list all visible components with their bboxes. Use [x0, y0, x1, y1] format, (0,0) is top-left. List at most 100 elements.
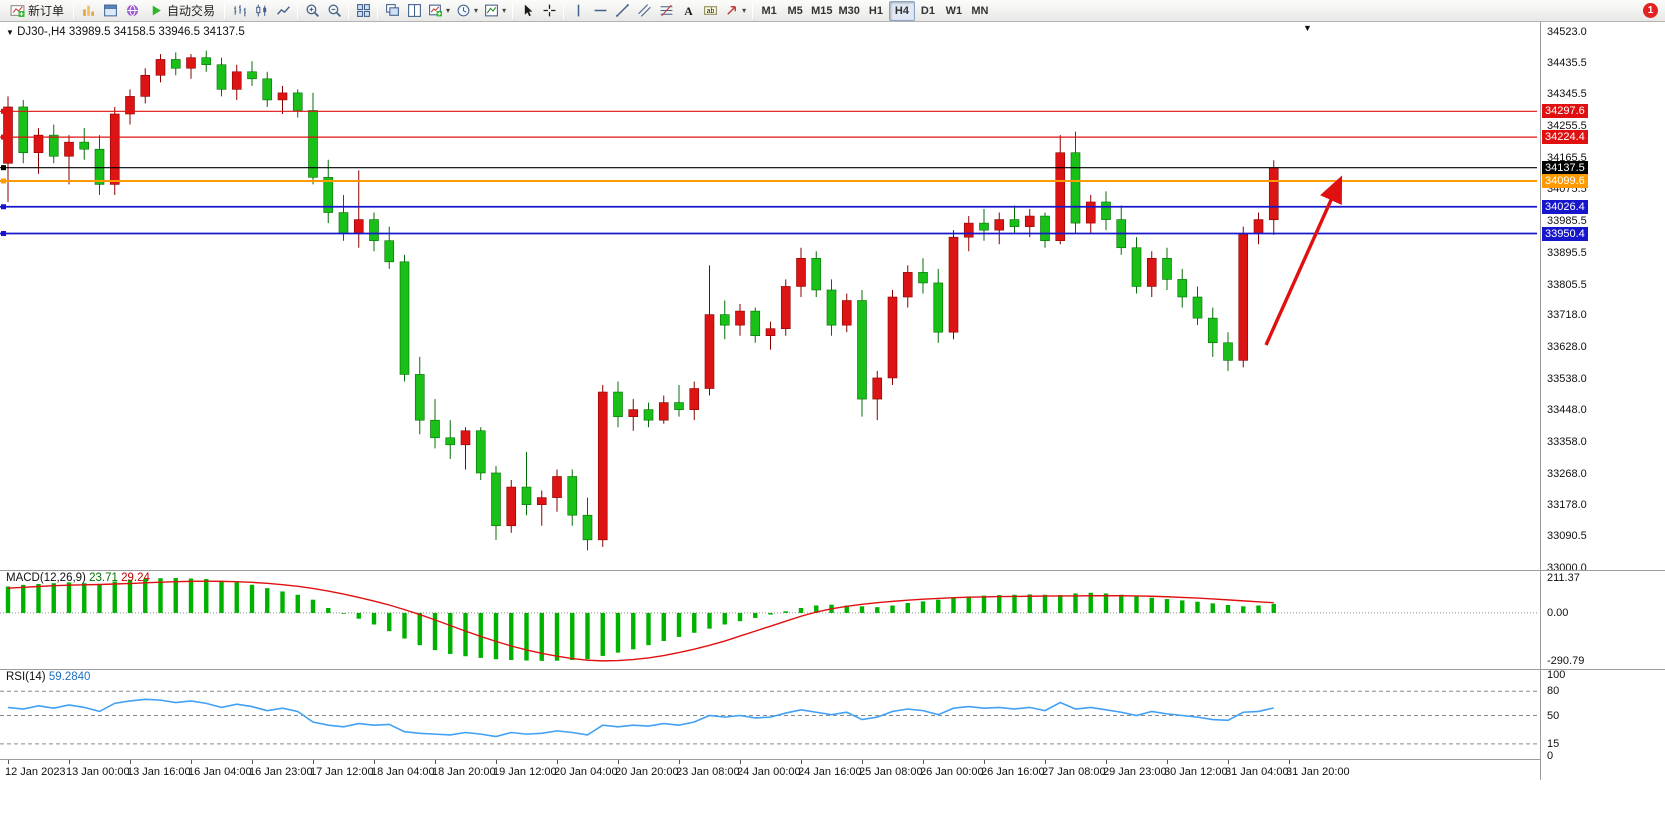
macd-axis-label: 211.37 — [1547, 572, 1580, 584]
tile-windows-icon — [356, 4, 370, 17]
time-axis-tick — [923, 760, 924, 764]
new-chart-icon — [429, 4, 442, 17]
one-click-trading-arrow[interactable]: ▼ — [6, 28, 14, 37]
price-axis-label: 34435.5 — [1547, 56, 1587, 69]
price-axis-label: 33538.0 — [1547, 372, 1587, 385]
price-axis-label: 33628.0 — [1547, 340, 1587, 353]
dropdown-caret-icon: ▾ — [502, 5, 507, 15]
zoom-out-icon — [328, 4, 341, 17]
trendline-button[interactable] — [611, 1, 633, 21]
text-label-button[interactable]: ab — [699, 1, 721, 21]
price-tag-34026.4: 34026.4 — [1542, 199, 1588, 214]
timeframe-button-h4[interactable]: H4 — [888, 0, 915, 21]
time-axis-tick — [1045, 760, 1046, 764]
toolbar: 新订单 自动交易 — [0, 0, 1665, 22]
price-tag-34297.6: 34297.6 — [1542, 104, 1588, 119]
text-tool-button[interactable]: A — [677, 1, 699, 21]
timeframe-button-d1[interactable]: D1 — [915, 1, 941, 21]
timeframe-button-m5[interactable]: M5 — [782, 1, 808, 21]
time-axis-label: 13 Jan 00:00 — [66, 766, 130, 778]
rsi-canvas[interactable] — [0, 669, 1540, 759]
timeframe-button-w1[interactable]: W1 — [941, 1, 967, 21]
dropdown-caret-icon: ▾ — [742, 5, 747, 15]
notifications-badge[interactable]: 1 — [1643, 3, 1658, 18]
main-chart-canvas[interactable] — [0, 22, 1540, 570]
dropdown-caret-icon: ▾ — [446, 5, 451, 15]
toolbar-separator — [224, 2, 226, 19]
new-order-button[interactable]: 新订单 — [4, 1, 70, 21]
fibonacci-button[interactable] — [655, 1, 677, 21]
navigator-button[interactable] — [121, 1, 143, 21]
time-axis-label: 24 Jan 16:00 — [798, 766, 862, 778]
charts-bar-button[interactable] — [77, 1, 99, 21]
time-axis-tick — [130, 760, 131, 764]
new-chart-button[interactable]: ▾ — [425, 1, 453, 21]
tile-windows-button[interactable] — [352, 1, 374, 21]
price-tag-33950.4: 33950.4 — [1542, 226, 1588, 241]
timeframe-button-mn[interactable]: MN — [967, 1, 993, 21]
crosshair-button[interactable] — [538, 1, 560, 21]
zoom-out-button[interactable] — [323, 1, 345, 21]
price-axis-label: 33178.0 — [1547, 499, 1587, 512]
price-tag-34137.5: 34137.5 — [1542, 160, 1588, 175]
line-chart-button[interactable] — [272, 1, 294, 21]
time-axis-label: 17 Jan 12:00 — [310, 766, 374, 778]
time-axis-tick — [557, 760, 558, 764]
arrows-tool-button[interactable]: ▾ — [721, 1, 749, 21]
price-axis-label: 33358.0 — [1547, 436, 1587, 448]
timeframe-button-m1[interactable]: M1 — [756, 1, 782, 21]
bar-chart-button[interactable] — [228, 1, 250, 21]
svg-text:A: A — [684, 5, 693, 18]
vertical-line-button[interactable] — [567, 1, 589, 21]
timeframe-button-h1[interactable]: H1 — [863, 1, 889, 21]
time-axis[interactable]: 12 Jan 2023 13 Jan 00:00 13 Jan 16:00 16 Ja… — [0, 759, 1540, 780]
toolbar-separator — [512, 2, 514, 19]
time-axis-label: 24 Jan 00:00 — [737, 766, 801, 778]
data-window-button[interactable] — [99, 1, 121, 21]
time-axis-label: 25 Jan 08:00 — [859, 766, 923, 778]
macd-axis-label: 0.00 — [1547, 606, 1569, 619]
time-axis-label: 16 Jan 23:00 — [249, 766, 313, 778]
equidistant-channel-button[interactable] — [633, 1, 655, 21]
time-axis-tick — [496, 760, 497, 764]
price-axis-label: 34345.5 — [1547, 88, 1587, 101]
time-axis-label: 20 Jan 04:00 — [554, 766, 618, 778]
templates-button[interactable]: ▾ — [481, 1, 509, 21]
price-axis-label: 33448.0 — [1547, 404, 1587, 417]
equidistant-channel-icon — [637, 4, 651, 17]
macd-canvas[interactable] — [0, 570, 1540, 669]
price-scale[interactable]: 34523.0 34435.5 34345.5 34255.5 34165.5 34075… — [1540, 22, 1665, 780]
tile-vertically-button[interactable] — [403, 1, 425, 21]
zoom-in-button[interactable] — [301, 1, 323, 21]
candlestick-chart-button[interactable] — [250, 1, 272, 21]
cursor-button[interactable] — [516, 1, 538, 21]
chart-ohlc: 33989.5 34158.5 33946.5 34137.5 — [68, 26, 245, 38]
rsi-name: RSI(14) — [6, 671, 46, 683]
timeframe-button-m15[interactable]: M15 — [808, 1, 835, 21]
time-axis-tick — [69, 760, 70, 764]
bar-chart-icon — [233, 5, 246, 17]
cascade-windows-button[interactable] — [381, 1, 403, 21]
time-axis-label: 31 Jan 04:00 — [1225, 766, 1289, 778]
trendline-icon — [615, 4, 629, 17]
price-axis-label: 33895.5 — [1547, 246, 1587, 259]
periods-button[interactable]: ▾ — [453, 1, 481, 21]
auto-trading-button[interactable]: 自动交易 — [143, 1, 221, 21]
time-axis-label: 27 Jan 08:00 — [1042, 766, 1106, 778]
crosshair-icon — [543, 4, 555, 17]
price-axis-label: 33718.0 — [1547, 309, 1587, 322]
time-axis-label: 31 Jan 20:00 — [1286, 766, 1350, 778]
time-axis-label: 18 Jan 20:00 — [432, 766, 496, 778]
panel-splitter-rsi[interactable] — [0, 669, 1665, 670]
zoom-in-icon — [306, 4, 319, 17]
fibonacci-icon — [660, 4, 672, 17]
horizontal-line-button[interactable] — [589, 1, 611, 21]
panel-splitter-macd[interactable] — [0, 570, 1665, 571]
candlestick-chart-icon — [255, 4, 266, 17]
price-axis-label: 33805.5 — [1547, 278, 1587, 291]
timeframe-button-m30[interactable]: M30 — [836, 1, 863, 21]
price-axis-label: 34255.5 — [1547, 120, 1587, 133]
cascade-windows-icon — [385, 4, 399, 16]
expand-panel-caret[interactable]: ▼ — [1303, 23, 1312, 33]
